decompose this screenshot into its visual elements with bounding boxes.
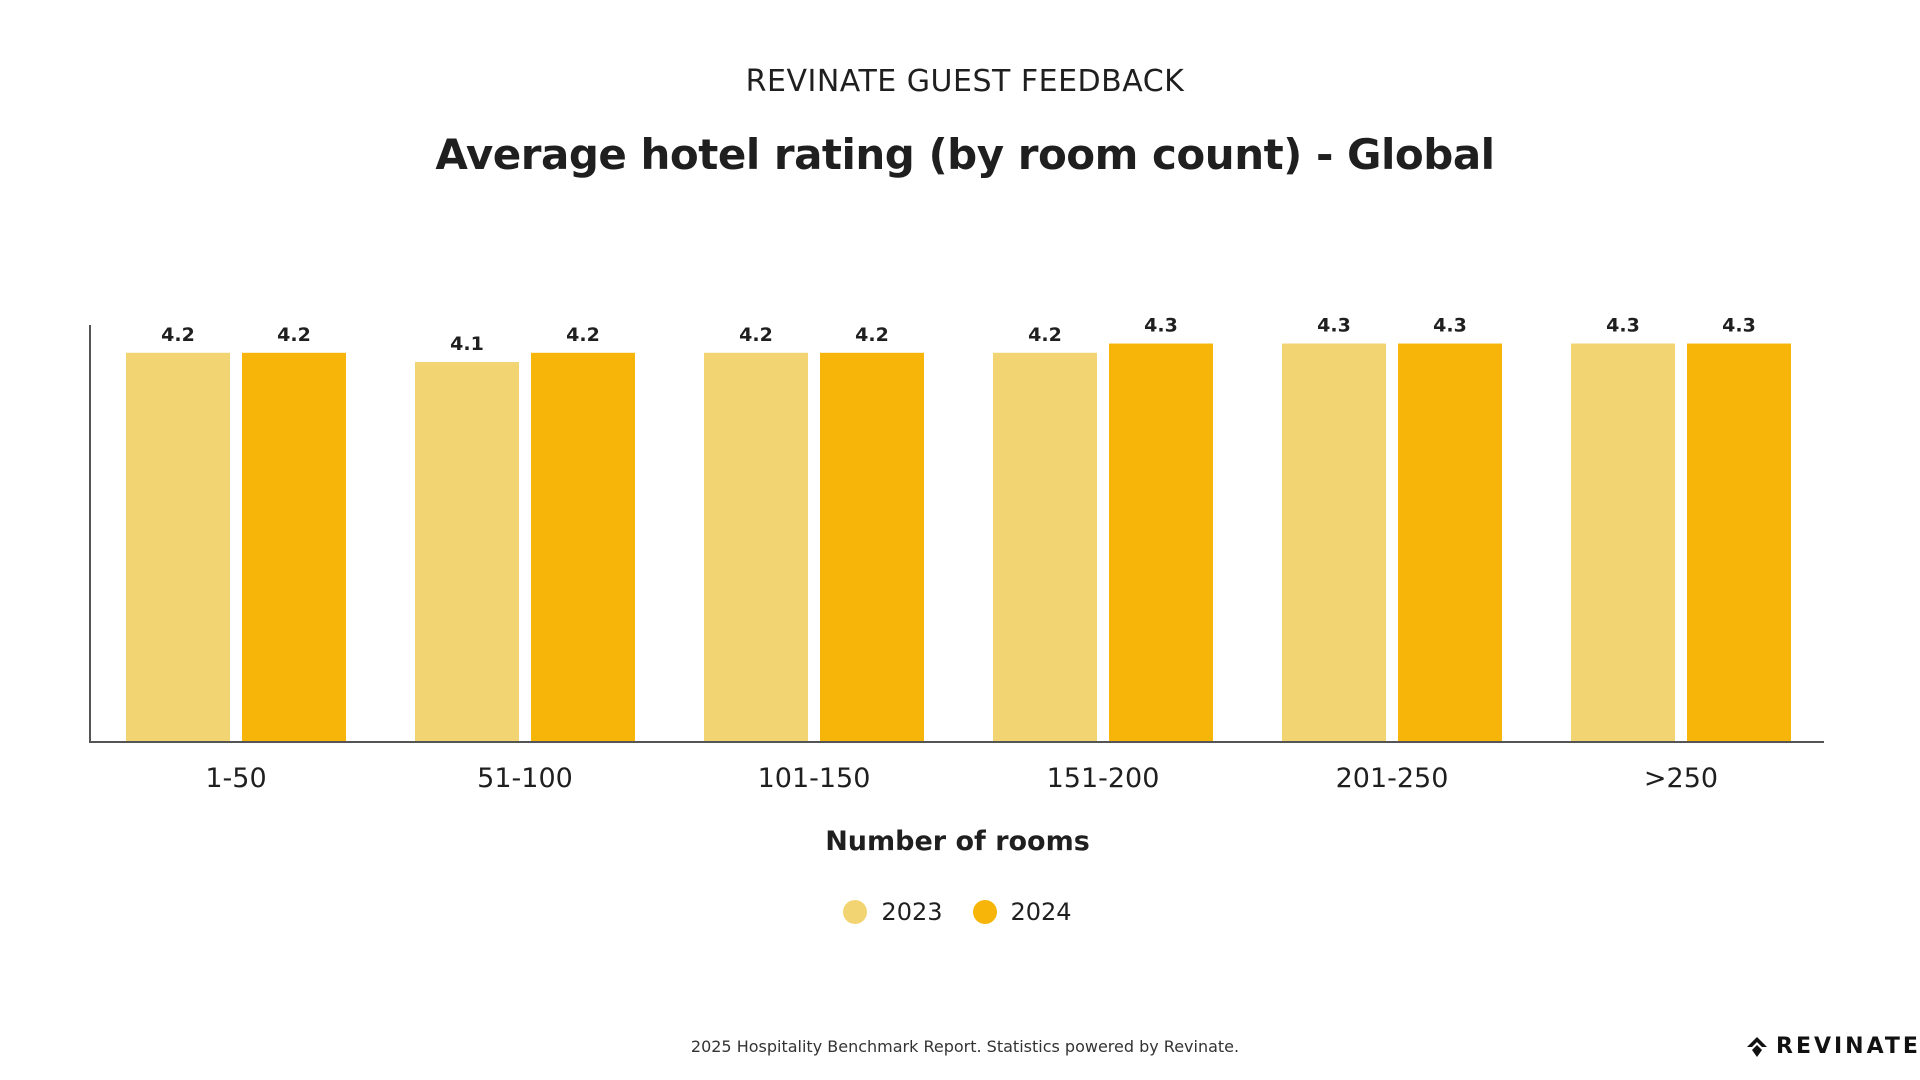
bar-chart: 4.2 4.2 4.1 4.2 4.2 4.2 4.2 4.3 4.3 4.3 4.3 4.3 1-5… xyxy=(89,315,1824,794)
brand-logo: REVINATE xyxy=(1746,1034,1920,1059)
bar-2023-151-200 xyxy=(993,352,1097,742)
value-label-2023-51-100: 4.1 xyxy=(450,333,484,355)
value-label-2023-1-50: 4.2 xyxy=(161,324,195,346)
bar-2023->250 xyxy=(1571,343,1675,742)
legend-item-2023: 2023 xyxy=(843,898,943,926)
bar-2024->250 xyxy=(1687,343,1791,742)
legend-label-2024: 2024 xyxy=(1010,898,1072,926)
value-label-2024-201-250: 4.3 xyxy=(1433,315,1467,337)
x-tick-label-201-250: 201-250 xyxy=(1336,763,1449,794)
brand-name: REVINATE xyxy=(1776,1034,1920,1059)
revinate-logo-icon xyxy=(1747,1036,1767,1057)
value-label-2023-101-150: 4.2 xyxy=(739,324,773,346)
legend-swatch-2024 xyxy=(972,900,997,924)
legend: 2023 2024 xyxy=(0,898,1915,926)
value-label-2024-151-200: 4.3 xyxy=(1144,315,1178,337)
bar-2023-101-150 xyxy=(704,352,808,742)
bars-group xyxy=(126,343,1791,742)
value-label-2024-1-50: 4.2 xyxy=(277,324,311,346)
value-label-2023-201-250: 4.3 xyxy=(1317,315,1351,337)
x-tick-label-1-50: 1-50 xyxy=(205,763,266,794)
x-axis-label: Number of rooms xyxy=(825,826,1090,857)
value-label-2024->250: 4.3 xyxy=(1722,315,1756,337)
value-label-2024-101-150: 4.2 xyxy=(855,324,889,346)
x-tick-label-51-100: 51-100 xyxy=(477,763,573,794)
value-label-2023-151-200: 4.2 xyxy=(1028,324,1062,346)
bar-2023-201-250 xyxy=(1282,343,1386,742)
x-tick-labels-group: 1-50 51-100 101-150 151-200 201-250 >250 xyxy=(205,763,1718,794)
chart-title: Average hotel rating (by room count) - G… xyxy=(435,130,1495,179)
bar-2023-1-50 xyxy=(126,352,230,742)
value-labels-group: 4.2 4.2 4.1 4.2 4.2 4.2 4.2 4.3 4.3 4.3 4.3 4.3 xyxy=(161,315,1756,356)
x-tick-label-151-200: 151-200 xyxy=(1047,763,1160,794)
x-tick-label-101-150: 101-150 xyxy=(758,763,871,794)
bar-2024-151-200 xyxy=(1109,343,1213,742)
bar-2024-201-250 xyxy=(1398,343,1502,742)
bar-2024-1-50 xyxy=(242,352,346,742)
bar-2023-51-100 xyxy=(415,362,519,742)
x-tick-label->250: >250 xyxy=(1644,763,1718,794)
bar-2024-101-150 xyxy=(820,352,924,742)
report-eyebrow: REVINATE GUEST FEEDBACK xyxy=(745,64,1185,99)
legend-label-2023: 2023 xyxy=(881,898,943,926)
value-label-2024-51-100: 4.2 xyxy=(566,324,600,346)
value-label-2023->250: 4.3 xyxy=(1606,315,1640,337)
legend-item-2024: 2024 xyxy=(972,898,1072,926)
legend-swatch-2023 xyxy=(843,900,868,924)
footer-note: 2025 Hospitality Benchmark Report. Stati… xyxy=(690,1037,1240,1056)
bar-2024-51-100 xyxy=(531,352,635,742)
